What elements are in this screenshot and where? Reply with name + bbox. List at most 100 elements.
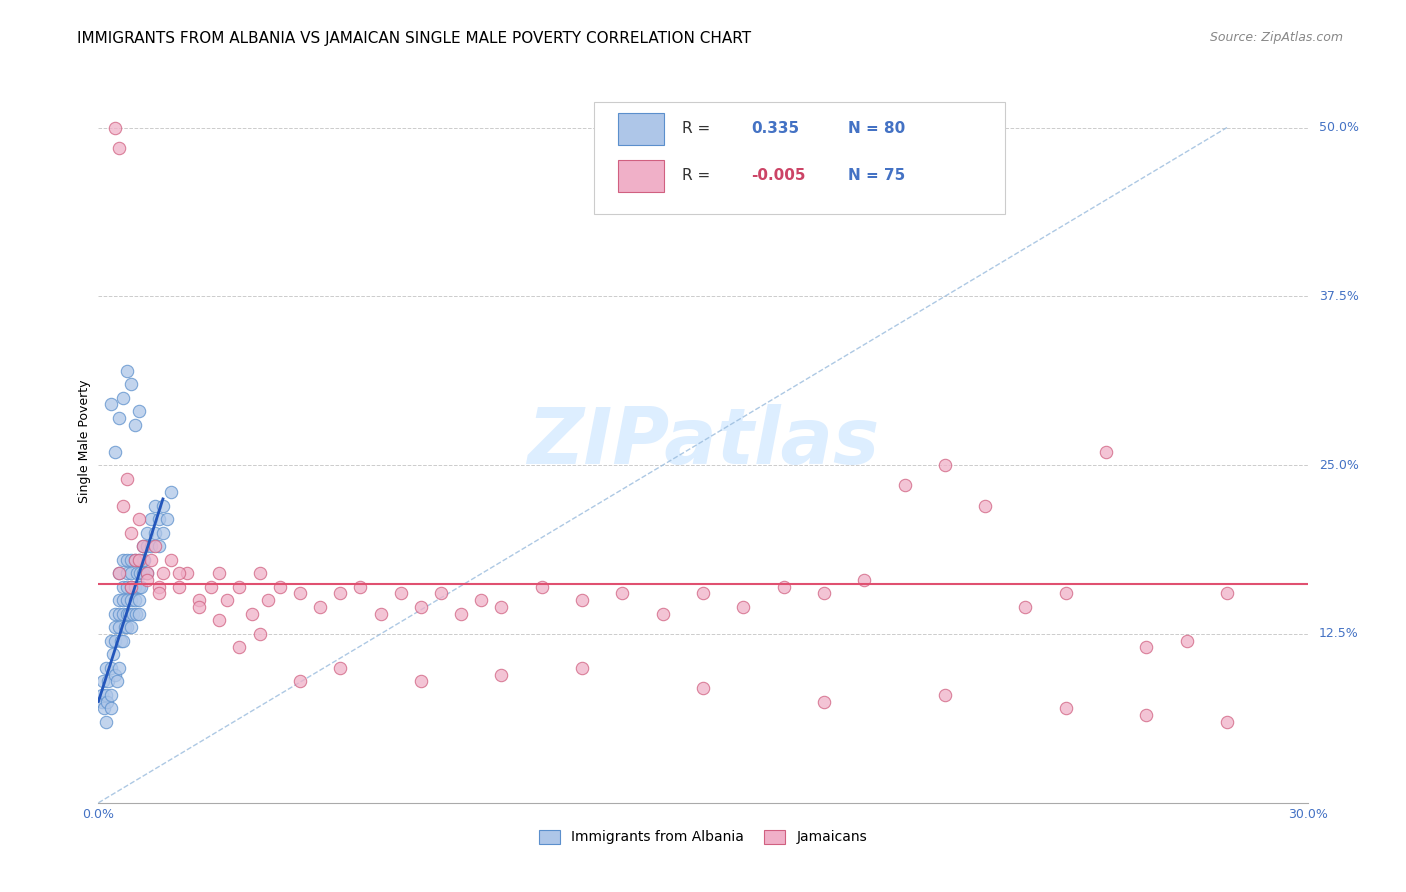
- Text: 12.5%: 12.5%: [1319, 627, 1358, 640]
- Text: ZIPatlas: ZIPatlas: [527, 403, 879, 480]
- Point: [114, 620, 136, 634]
- Point: [118, 607, 141, 621]
- Point: [107, 566, 129, 581]
- Point: [111, 633, 134, 648]
- Point: [249, 566, 271, 581]
- Point: [651, 607, 673, 621]
- Point: [129, 580, 152, 594]
- Point: [128, 512, 150, 526]
- Point: [121, 566, 143, 581]
- Point: [107, 620, 129, 634]
- Point: [152, 566, 174, 581]
- Point: [148, 586, 170, 600]
- Point: [132, 539, 155, 553]
- Point: [128, 580, 150, 594]
- Point: [115, 620, 138, 634]
- Point: [692, 681, 714, 695]
- Point: [409, 674, 432, 689]
- Point: [107, 566, 129, 581]
- Point: [167, 566, 190, 581]
- Point: [309, 599, 332, 614]
- Point: [1135, 640, 1157, 655]
- Point: [228, 640, 250, 655]
- Point: [96, 694, 118, 708]
- Point: [188, 599, 211, 614]
- Point: [110, 633, 132, 648]
- Point: [208, 614, 231, 628]
- Point: [115, 552, 138, 566]
- Point: [120, 552, 142, 566]
- Point: [893, 478, 915, 492]
- Point: [120, 377, 142, 392]
- Point: [188, 593, 211, 607]
- Point: [132, 552, 155, 566]
- Point: [240, 607, 263, 621]
- Point: [772, 580, 794, 594]
- Point: [143, 539, 166, 553]
- Text: 50.0%: 50.0%: [1319, 121, 1358, 134]
- Point: [115, 580, 138, 594]
- Point: [934, 458, 956, 472]
- Point: [135, 566, 157, 581]
- Point: [132, 566, 155, 581]
- Point: [176, 566, 198, 581]
- Point: [571, 661, 593, 675]
- Point: [612, 586, 634, 600]
- Point: [115, 566, 138, 581]
- Text: R =: R =: [682, 169, 716, 183]
- Point: [91, 694, 114, 708]
- Point: [156, 512, 179, 526]
- Point: [91, 674, 114, 689]
- Point: [120, 525, 142, 540]
- Point: [128, 593, 150, 607]
- Point: [733, 599, 755, 614]
- Point: [128, 404, 150, 418]
- Point: [90, 688, 112, 702]
- Point: [160, 552, 183, 566]
- Point: [329, 661, 352, 675]
- Point: [148, 539, 170, 553]
- Point: [974, 499, 997, 513]
- Point: [124, 580, 146, 594]
- Point: [103, 444, 125, 458]
- Text: 25.0%: 25.0%: [1319, 458, 1358, 472]
- Point: [349, 580, 371, 594]
- Point: [269, 580, 291, 594]
- Point: [108, 607, 131, 621]
- Point: [93, 701, 115, 715]
- Point: [128, 552, 150, 566]
- Text: N = 75: N = 75: [848, 169, 905, 183]
- Point: [470, 593, 492, 607]
- Point: [111, 580, 134, 594]
- Text: 37.5%: 37.5%: [1319, 290, 1358, 303]
- Point: [249, 627, 271, 641]
- Point: [143, 525, 166, 540]
- Point: [100, 701, 122, 715]
- Point: [103, 120, 125, 135]
- Point: [491, 599, 513, 614]
- Point: [107, 661, 129, 675]
- Point: [571, 593, 593, 607]
- Point: [256, 593, 278, 607]
- Point: [107, 411, 129, 425]
- Point: [288, 586, 311, 600]
- Point: [124, 593, 146, 607]
- Point: [329, 586, 352, 600]
- Point: [128, 607, 150, 621]
- Point: [1095, 444, 1118, 458]
- Point: [692, 586, 714, 600]
- Point: [128, 552, 150, 566]
- Point: [132, 539, 155, 553]
- Y-axis label: Single Male Poverty: Single Male Poverty: [79, 380, 91, 503]
- Point: [135, 525, 157, 540]
- Point: [103, 633, 125, 648]
- Point: [103, 667, 125, 681]
- Point: [117, 593, 139, 607]
- Point: [370, 607, 392, 621]
- Point: [111, 499, 134, 513]
- Point: [1054, 701, 1077, 715]
- Point: [853, 573, 876, 587]
- Point: [1216, 714, 1239, 729]
- Point: [104, 607, 127, 621]
- Point: [228, 580, 250, 594]
